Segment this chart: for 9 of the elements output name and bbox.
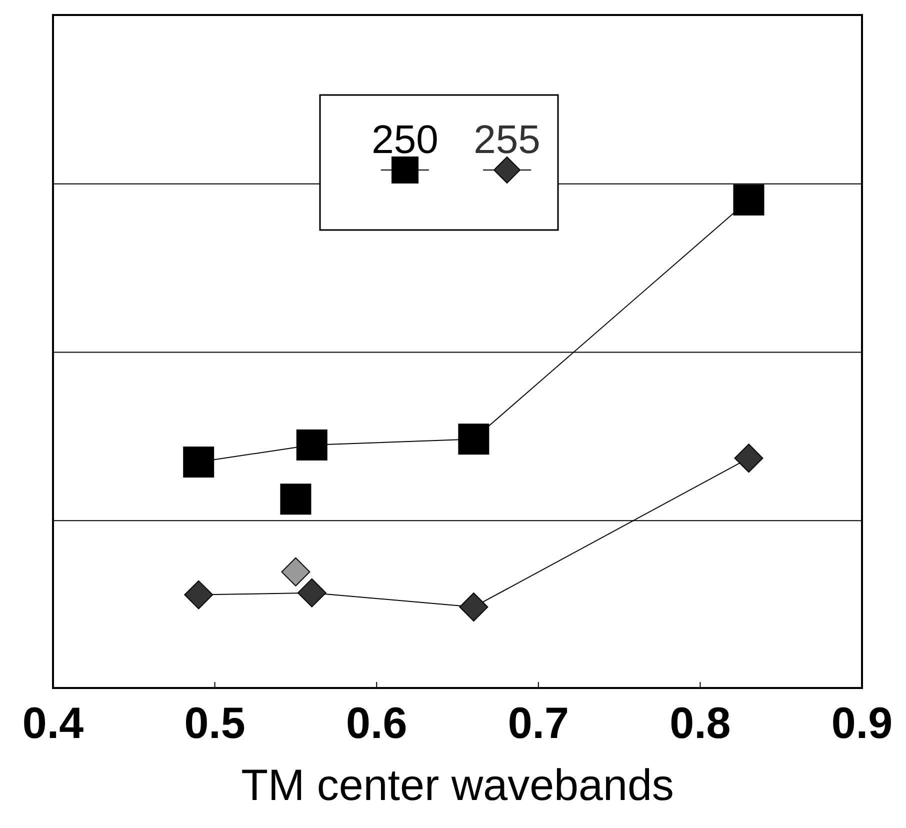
text: 255	[474, 118, 540, 162]
x-tick-label: 0.8	[670, 699, 731, 748]
text: 250	[372, 118, 438, 162]
x-tick-label: 0.5	[184, 699, 246, 748]
x-tick-label: 0.7	[508, 699, 569, 748]
x-tick-label: 0.4	[22, 699, 84, 748]
x-axis-title: TM center wavebands	[241, 761, 674, 810]
x-tick-label: 0.6	[346, 699, 408, 748]
x-tick-label: 0.9	[831, 699, 893, 748]
